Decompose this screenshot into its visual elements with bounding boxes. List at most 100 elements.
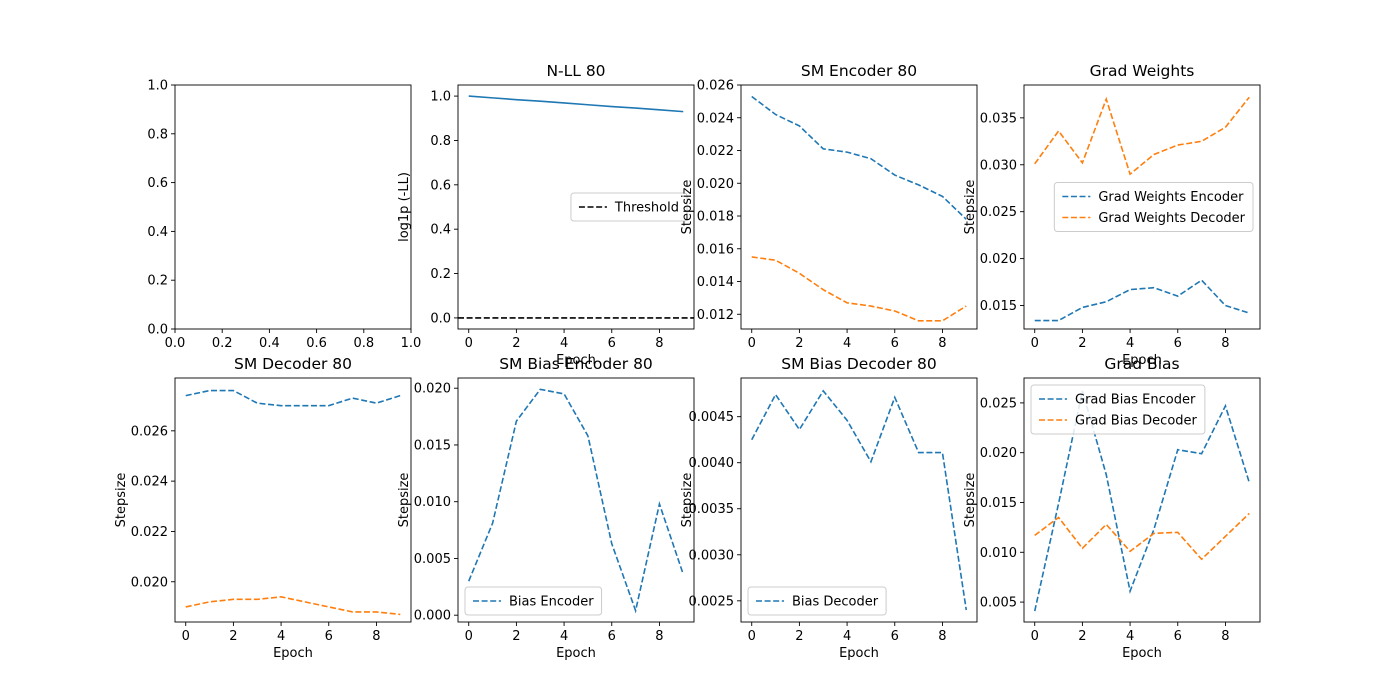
x-tick-label: 2 — [1078, 336, 1086, 351]
y-tick-label: 0.015 — [980, 299, 1017, 314]
series-line-0 — [185, 389, 401, 407]
y-tick-label: 0.8 — [430, 134, 451, 149]
x-axis-label: Epoch — [1122, 353, 1162, 368]
y-tick-label: 0.2 — [147, 274, 168, 289]
y-tick-label: 0.026 — [697, 79, 734, 94]
y-tick-label: 0.020 — [414, 382, 451, 397]
legend-box — [570, 192, 688, 222]
x-tick-label: 0 — [1031, 629, 1039, 644]
y-tick-label: 0.0035 — [689, 502, 735, 517]
x-tick-label: 4 — [1126, 629, 1134, 644]
series-line-grad-bias-decoder — [1034, 512, 1250, 561]
axes-frame — [457, 84, 695, 330]
axes-frame — [174, 377, 412, 623]
legend-label: Threshold — [614, 201, 679, 216]
axes-frame — [740, 377, 978, 623]
x-tick-label: 0 — [465, 336, 473, 351]
legend-box — [1030, 384, 1206, 435]
x-tick-label: 4 — [843, 336, 851, 351]
x-tick-label: 2 — [795, 336, 803, 351]
y-tick-label: 0.0045 — [689, 410, 735, 425]
x-tick-label: 6 — [1174, 629, 1182, 644]
y-tick-label: 0.2 — [430, 267, 451, 282]
legend-box — [747, 586, 887, 616]
y-tick-label: 0.0030 — [689, 548, 735, 563]
axes-frame — [1023, 377, 1261, 623]
y-axis-label: Stepsize — [397, 473, 412, 528]
chart-title: N-LL 80 — [546, 62, 605, 80]
series-line-grad-weights-decoder — [1034, 96, 1250, 176]
y-tick-label: 0.024 — [697, 111, 734, 126]
y-tick-label: 0.020 — [980, 252, 1017, 267]
y-tick-label: 0.025 — [980, 396, 1017, 411]
x-tick-label: 0 — [748, 336, 756, 351]
x-tick-label: 1.0 — [401, 336, 422, 351]
y-tick-label: 0.025 — [980, 205, 1017, 220]
chart-title: Grad Weights — [1090, 62, 1195, 80]
x-tick-label: 4 — [560, 629, 568, 644]
y-tick-label: 0.016 — [697, 242, 734, 257]
y-tick-label: 0.8 — [147, 127, 168, 142]
legend-label: Grad Bias Encoder — [1075, 393, 1196, 408]
y-tick-label: 0.010 — [414, 495, 451, 510]
legend: Grad Bias Encoder Grad Bias Decoder — [1030, 384, 1206, 435]
chart-sm_bias_decoder: 0 2 4 6 8 0.0025 0.0030 0.0035 0.0040 0.0045 SM Bi… — [680, 355, 978, 661]
series-line-1 — [751, 256, 967, 322]
x-tick-label: 0 — [1031, 336, 1039, 351]
y-tick-label: 0.015 — [414, 438, 451, 453]
x-axis-label: Epoch — [839, 646, 879, 661]
y-tick-label: 0.020 — [697, 177, 734, 192]
legend: Bias Encoder — [464, 586, 603, 616]
y-tick-label: 0.4 — [147, 225, 168, 240]
chart-sm_bias_encoder: 0 2 4 6 8 0.000 0.005 0.010 0.015 0.020 SM Bias En… — [397, 355, 695, 661]
y-tick-label: 1.0 — [430, 90, 451, 105]
y-tick-label: 0.0040 — [689, 456, 735, 471]
y-tick-label: 0.0025 — [689, 594, 735, 609]
y-tick-label: 0.024 — [131, 475, 168, 490]
legend-box — [464, 586, 603, 616]
y-tick-label: 0.020 — [980, 446, 1017, 461]
chart-sm_decoder: 0 2 4 6 8 0.020 0.022 0.024 0.026 SM Decoder 80 Ep… — [114, 355, 412, 661]
x-tick-label: 6 — [608, 336, 616, 351]
chart-grad_weights: 0 2 4 6 8 0.015 0.020 0.025 0.030 0.035 Grad Weigh… — [963, 62, 1261, 368]
x-tick-label: 6 — [608, 629, 616, 644]
y-axis-label: Stepsize — [963, 473, 978, 528]
x-tick-label: 8 — [655, 336, 663, 351]
y-axis-label: Stepsize — [680, 180, 695, 235]
x-tick-label: 4 — [843, 629, 851, 644]
x-tick-label: 0 — [465, 629, 473, 644]
y-tick-label: 0.000 — [414, 609, 451, 624]
y-tick-label: 0.6 — [430, 178, 451, 193]
chart-title: SM Decoder 80 — [234, 355, 352, 373]
y-tick-label: 1.0 — [147, 79, 168, 94]
x-tick-label: 8 — [1221, 629, 1229, 644]
y-tick-label: 0.015 — [980, 496, 1017, 511]
y-axis-label: log1p (-LL) — [397, 172, 412, 242]
series-line-grad-weights-encoder — [1034, 279, 1250, 322]
y-tick-label: 0.005 — [980, 596, 1017, 611]
series-line-bias-encoder — [467, 388, 685, 614]
y-tick-label: 0.018 — [697, 210, 734, 225]
chart-title: SM Encoder 80 — [801, 62, 917, 80]
legend-label: Grad Weights Decoder — [1098, 211, 1245, 226]
x-tick-label: 0.0 — [165, 336, 186, 351]
axes-frame — [457, 377, 695, 623]
x-tick-label: 0 — [748, 629, 756, 644]
y-axis-label: Stepsize — [114, 473, 129, 528]
x-axis-label: Epoch — [556, 353, 596, 368]
axes-frame — [1023, 84, 1261, 330]
y-axis-label: Stepsize — [680, 473, 695, 528]
x-tick-label: 8 — [938, 629, 946, 644]
series-line-0 — [751, 95, 967, 220]
legend-label: Grad Bias Decoder — [1075, 414, 1198, 429]
x-tick-label: 8 — [1221, 336, 1229, 351]
y-tick-label: 0.012 — [697, 308, 734, 323]
legend-label: Bias Decoder — [792, 595, 879, 610]
chart-sm_encoder: 0 2 4 6 8 0.012 0.014 0.016 0.018 0.020 0.022 0.024… — [680, 62, 978, 351]
series-line-grad-bias-encoder — [1033, 390, 1251, 612]
x-tick-label: 2 — [512, 629, 520, 644]
series-line-0 — [468, 95, 684, 113]
chart-empty: 0.0 0.2 0.4 0.6 0.8 1.0 0.0 0.2 0.4 0.6 0.8 1.0 — [147, 79, 421, 352]
chart-title: SM Bias Encoder 80 — [499, 355, 653, 373]
y-tick-label: 0.022 — [697, 144, 734, 159]
